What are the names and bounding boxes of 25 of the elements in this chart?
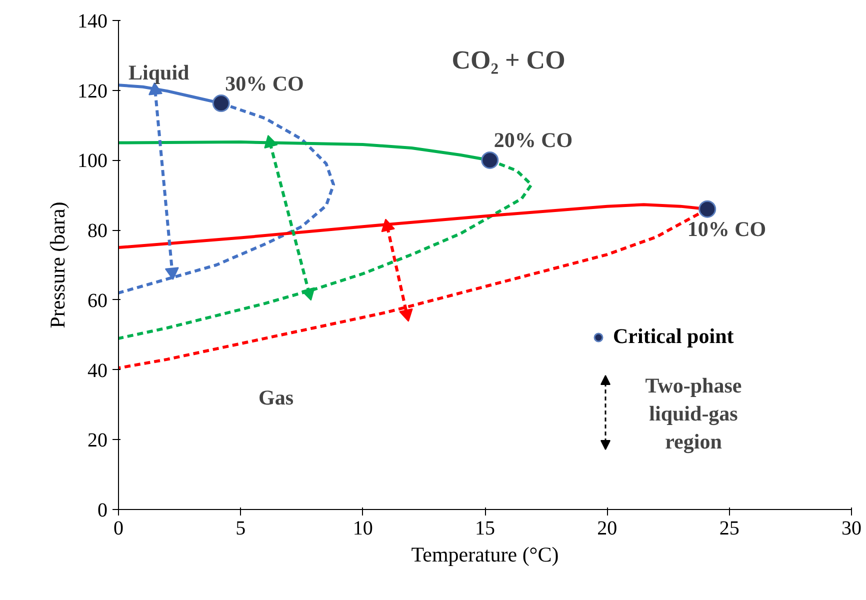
x-tick-label: 0 bbox=[114, 518, 124, 540]
y-tick-label: 20 bbox=[88, 430, 108, 452]
y-tick-label: 120 bbox=[78, 80, 108, 102]
text: CO₂ + CO bbox=[452, 46, 566, 74]
annotation: 30% CO bbox=[225, 71, 304, 96]
x-axis-title: Temperature (°C) bbox=[411, 542, 559, 566]
x-tick-label: 20 bbox=[597, 518, 618, 540]
y-tick-label: 100 bbox=[78, 150, 108, 172]
y-tick-label: 0 bbox=[98, 500, 108, 522]
x-tick-label: 15 bbox=[475, 518, 495, 540]
x-tick-label: 5 bbox=[236, 518, 246, 540]
y-tick-label: 40 bbox=[88, 360, 108, 382]
annotation: Gas bbox=[258, 386, 294, 410]
y-tick-label: 140 bbox=[78, 10, 108, 32]
annotation: 10% CO bbox=[687, 217, 766, 242]
x-tick-label: 10 bbox=[352, 518, 373, 540]
annotation: 20% CO bbox=[494, 128, 573, 152]
x-tick-label: 30 bbox=[842, 518, 862, 540]
x-tick-label: 25 bbox=[719, 518, 740, 540]
y-tick-label: 60 bbox=[88, 290, 108, 312]
legend-label: Critical point bbox=[613, 324, 734, 349]
annotation: Liquid bbox=[128, 60, 190, 84]
y-tick-label: 80 bbox=[88, 220, 108, 242]
y-axis-title: Pressure (bara) bbox=[46, 202, 70, 328]
annotation: Two-phase liquid-gas region bbox=[645, 374, 742, 454]
